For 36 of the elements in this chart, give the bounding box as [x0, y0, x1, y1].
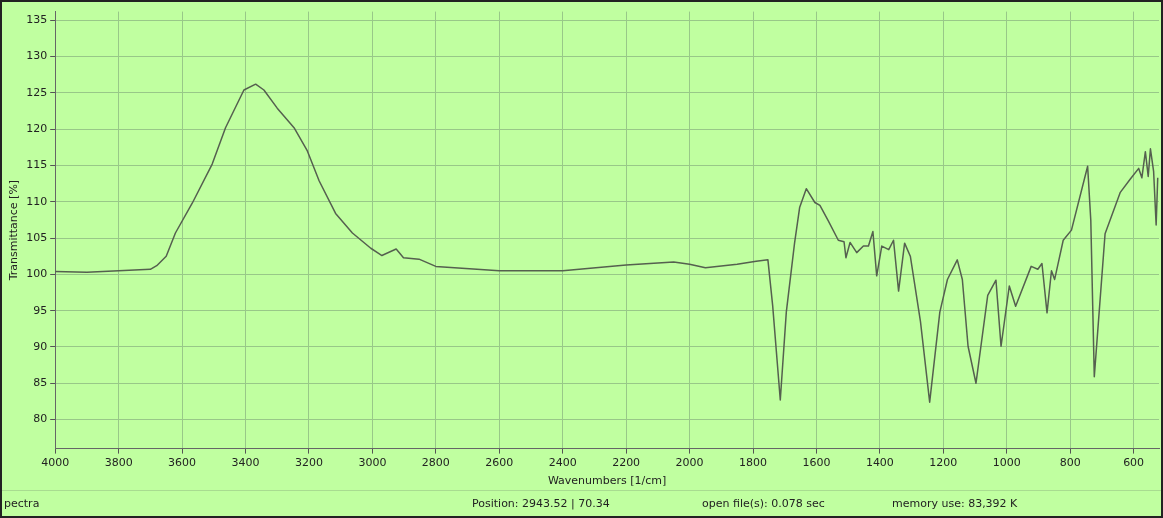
x-tick-label: 3200 [294, 456, 323, 470]
x-tick-label: 2400 [548, 456, 577, 470]
y-tick-label: 90 [33, 339, 48, 353]
x-tick-label: 4000 [41, 456, 70, 470]
x-tick-label: 2000 [675, 456, 704, 470]
y-tick-label: 135 [26, 13, 48, 27]
text: pectra [4, 497, 40, 510]
x-tick-label: 1400 [865, 456, 894, 470]
x-tick-label: 2800 [421, 456, 450, 470]
x-tick-label: 3800 [104, 456, 133, 470]
x-tick-label: 2600 [485, 456, 514, 470]
x-tick-label: 3000 [358, 456, 387, 470]
y-tick-label: 125 [26, 85, 48, 99]
x-tick-label: 1600 [802, 456, 831, 470]
text: memory use: 83,392 K [892, 497, 1018, 510]
y-axis-title: Transmittance [%] [7, 179, 21, 282]
y-tick-label: 105 [26, 230, 48, 244]
x-tick-label: 1000 [992, 456, 1021, 470]
y-tick-label: 110 [26, 194, 48, 208]
y-tick-label: 115 [26, 158, 48, 172]
y-tick-label: 95 [33, 303, 48, 317]
y-tick-label: 120 [26, 122, 48, 136]
text: Position: 2943.52 | 70.34 [472, 497, 610, 510]
x-tick-label: 600 [1123, 456, 1145, 470]
x-tick-label: 1800 [739, 456, 767, 470]
x-tick-label: 3400 [231, 456, 260, 470]
y-tick-label: 80 [33, 412, 48, 426]
x-tick-label: 800 [1059, 456, 1081, 470]
x-tick-label: 3600 [168, 456, 197, 470]
x-axis-title: Wavenumbers [1/cm] [547, 474, 667, 488]
text: open file(s): 0.078 sec [702, 497, 825, 510]
x-tick-label: 1200 [929, 456, 958, 470]
x-tick-label: 2200 [612, 456, 641, 470]
y-tick-label: 100 [26, 267, 48, 281]
y-tick-label: 85 [33, 376, 48, 390]
y-tick-label: 130 [26, 49, 48, 63]
